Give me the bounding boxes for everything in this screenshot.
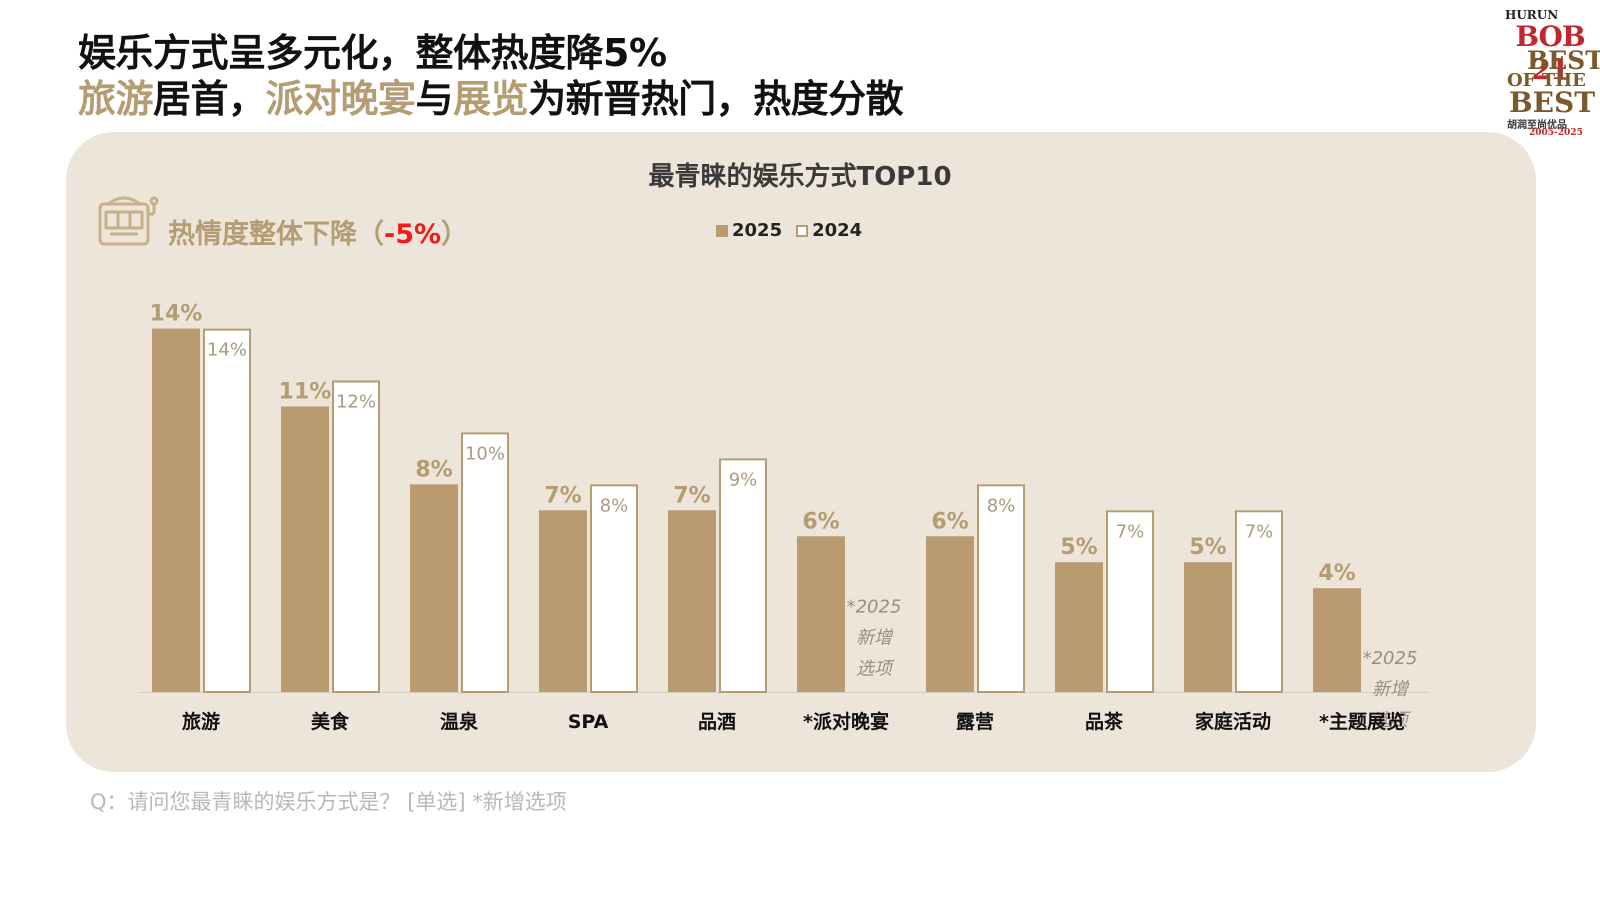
legend-swatch-2025 bbox=[716, 225, 728, 237]
legend-label-2025: 2025 bbox=[732, 220, 783, 241]
bar-2024 bbox=[332, 380, 380, 693]
bar-2024 bbox=[461, 432, 509, 693]
data-label-2024: 9% bbox=[729, 469, 758, 490]
data-label-2025: 11% bbox=[279, 379, 332, 404]
x-tick-label: 旅游 bbox=[182, 710, 220, 733]
title-line-2-part: 与 bbox=[415, 77, 454, 121]
data-label-2024: 8% bbox=[987, 495, 1016, 516]
logo-years-text: 2005-2025 bbox=[1529, 128, 1583, 138]
title-line-2-part: 派对晚宴 bbox=[265, 77, 417, 121]
logo-bob-text: BOB 21 bbox=[1515, 20, 1585, 86]
x-tick-label: *主题展览 bbox=[1319, 710, 1405, 733]
data-label-2024: 7% bbox=[1245, 521, 1274, 542]
survey-question: Q：请问您最青睐的娱乐方式是？ [单选] *新增选项 bbox=[90, 790, 567, 814]
new-option-note: *2025 bbox=[847, 596, 902, 617]
x-tick-label: 美食 bbox=[311, 710, 350, 733]
heat-note-suffix: ） bbox=[441, 219, 469, 250]
slot-machine-icon bbox=[98, 196, 159, 246]
bar-2025 bbox=[410, 484, 458, 692]
logo-of-the-text: OF THE bbox=[1507, 70, 1586, 91]
title-line-2-part: 旅游 bbox=[78, 77, 154, 121]
heat-note-value: -5% bbox=[384, 219, 442, 250]
data-label-2025: 4% bbox=[1318, 561, 1355, 586]
bar-2024 bbox=[1106, 510, 1154, 694]
bar-2024 bbox=[1235, 510, 1283, 694]
bar-2025 bbox=[1313, 588, 1361, 692]
data-label-2025: 7% bbox=[544, 483, 581, 508]
data-label-2024: 8% bbox=[600, 495, 629, 516]
bar-2025 bbox=[539, 510, 587, 692]
x-tick-label: 温泉 bbox=[440, 710, 479, 733]
x-tick-label: 品酒 bbox=[698, 711, 736, 733]
logo-cn-text: 胡润至尚优品 bbox=[1507, 120, 1567, 131]
title-line-2-part: 展览 bbox=[453, 77, 529, 121]
chart-title: 最青睐的娱乐方式TOP10 bbox=[648, 162, 952, 192]
legend-item-2025: 2025 bbox=[716, 220, 782, 241]
data-label-2025: 5% bbox=[1189, 535, 1226, 560]
page-title: 娱乐方式呈多元化，整体热度降5% 旅游居首，派对晚宴与展览为新晋热门，热度分散 bbox=[78, 30, 904, 122]
legend-swatch-2024 bbox=[796, 225, 809, 237]
data-label-2025: 5% bbox=[1060, 535, 1097, 560]
new-option-note: *2025 bbox=[1363, 648, 1418, 669]
new-option-note: 选项 bbox=[1372, 710, 1411, 731]
hurun-bob-logo: HURUN BOB 21 BEST OF THE BEST 胡润至尚优品 200… bbox=[1505, 6, 1600, 138]
legend-label-2024: 2024 bbox=[812, 220, 863, 241]
title-line-2: 旅游居首，派对晚宴与展览为新晋热门，热度分散 bbox=[78, 76, 904, 122]
data-label-2025: 14% bbox=[150, 302, 203, 327]
bar-2025 bbox=[797, 536, 845, 692]
bar-2025 bbox=[668, 510, 716, 692]
logo-best-text: BEST bbox=[1527, 46, 1600, 75]
x-tick-label: 品茶 bbox=[1085, 710, 1124, 733]
x-tick-label: 露营 bbox=[956, 710, 994, 733]
data-label-2025: 6% bbox=[802, 509, 839, 534]
bar-2025 bbox=[1055, 562, 1103, 692]
data-label-2025: 8% bbox=[415, 457, 452, 482]
title-line-1: 娱乐方式呈多元化，整体热度降5% bbox=[78, 31, 667, 75]
heat-note-label: 热情度整体下降（-5%） bbox=[168, 212, 468, 251]
bar-2025 bbox=[152, 328, 200, 692]
logo-hurun-text: HURUN bbox=[1505, 8, 1559, 22]
bar-2024 bbox=[719, 458, 767, 693]
x-tick-label: 家庭活动 bbox=[1195, 710, 1271, 733]
new-option-note: 新增 bbox=[1372, 679, 1410, 700]
bar-2025 bbox=[1184, 562, 1232, 692]
bar-2024 bbox=[590, 484, 638, 693]
x-tick-label: SPA bbox=[568, 711, 609, 733]
data-label-2024: 10% bbox=[465, 443, 505, 464]
new-option-note: 选项 bbox=[856, 658, 895, 679]
logo-best2-text: BEST bbox=[1509, 86, 1596, 119]
data-label-2025: 6% bbox=[931, 509, 968, 534]
x-tick-label: *派对晚宴 bbox=[803, 710, 889, 733]
legend-item-2024: 2024 bbox=[796, 220, 862, 241]
new-option-note: 新增 bbox=[856, 627, 894, 648]
data-label-2025: 7% bbox=[673, 483, 710, 508]
title-line-2-part: 居首， bbox=[153, 77, 266, 121]
bar-2025 bbox=[281, 406, 329, 692]
data-label-2024: 12% bbox=[336, 392, 376, 413]
bar-2024 bbox=[977, 484, 1025, 693]
title-line-2-part: 为新晋热门，热度分散 bbox=[528, 77, 904, 121]
data-label-2024: 14% bbox=[207, 340, 247, 361]
bar-2024 bbox=[203, 328, 251, 693]
data-label-2024: 7% bbox=[1116, 521, 1145, 542]
bar-2025 bbox=[926, 536, 974, 692]
chart-legend: 2025 2024 bbox=[716, 220, 876, 241]
heat-note-prefix: 热情度整体下降（ bbox=[168, 219, 384, 250]
